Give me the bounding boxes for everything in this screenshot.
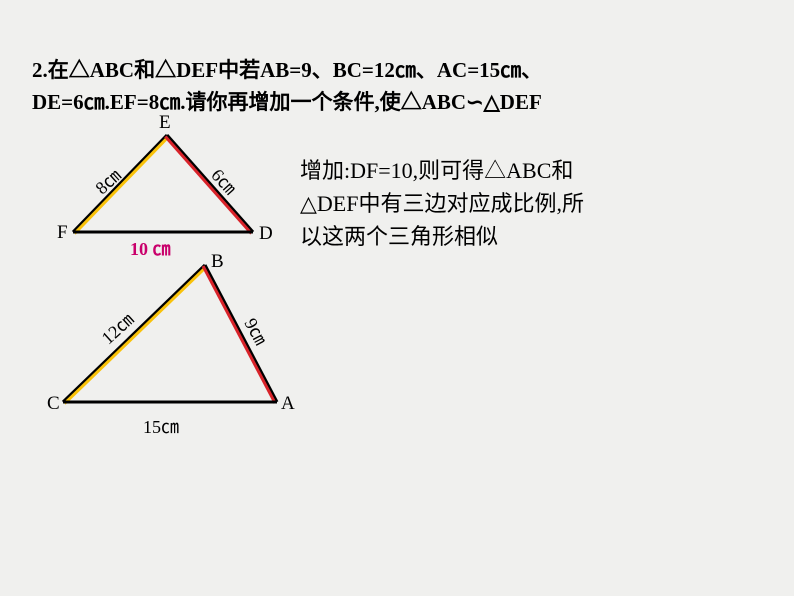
vertex-F: F — [57, 222, 68, 244]
q-prefix: 2.在 — [32, 58, 69, 82]
q-tri2: △DEF — [155, 58, 218, 82]
vertex-A: A — [281, 393, 295, 415]
q-mid2: 中若AB=9、BC=12㎝、AC=15㎝、 — [218, 58, 542, 82]
a-l3: 以这两个三角形相似 — [300, 224, 498, 249]
a-l2b: 中有三边对应成比例,所 — [358, 191, 584, 216]
question-text: 2.在△ABC和△DEF中若AB=9、BC=12㎝、AC=15㎝、 DE=6㎝.… — [32, 55, 752, 118]
triangle-svg — [55, 120, 315, 450]
q-line2: DE=6㎝.EF=8㎝.请你再增加一个条件,使 — [32, 90, 401, 114]
edge-FD-label: 10 ㎝ — [130, 235, 171, 261]
triangles-diagram: E F D 8㎝ 6㎝ 10 ㎝ B C A 12㎝ 9㎝ 15㎝ — [55, 120, 315, 450]
q-tri4: △DEF — [484, 90, 542, 114]
answer-text: 增加:DF=10,则可得△ABC和 △DEF中有三边对应成比例,所 以这两个三角… — [300, 154, 730, 253]
edge-CA-label: 15㎝ — [143, 413, 179, 439]
vertex-E: E — [159, 112, 171, 134]
vertex-C: C — [47, 393, 60, 415]
q-sim: ∽ — [466, 90, 484, 114]
q-mid1: 和 — [134, 58, 155, 82]
vertex-B: B — [211, 251, 224, 273]
a-l1a: 增加:DF=10,则可得 — [300, 158, 484, 183]
a-tri1: △ABC — [484, 158, 551, 183]
q-tri3: △ABC — [401, 90, 466, 114]
q-tri1: △ABC — [69, 58, 134, 82]
vertex-D: D — [259, 223, 273, 245]
a-l1b: 和 — [551, 158, 573, 183]
